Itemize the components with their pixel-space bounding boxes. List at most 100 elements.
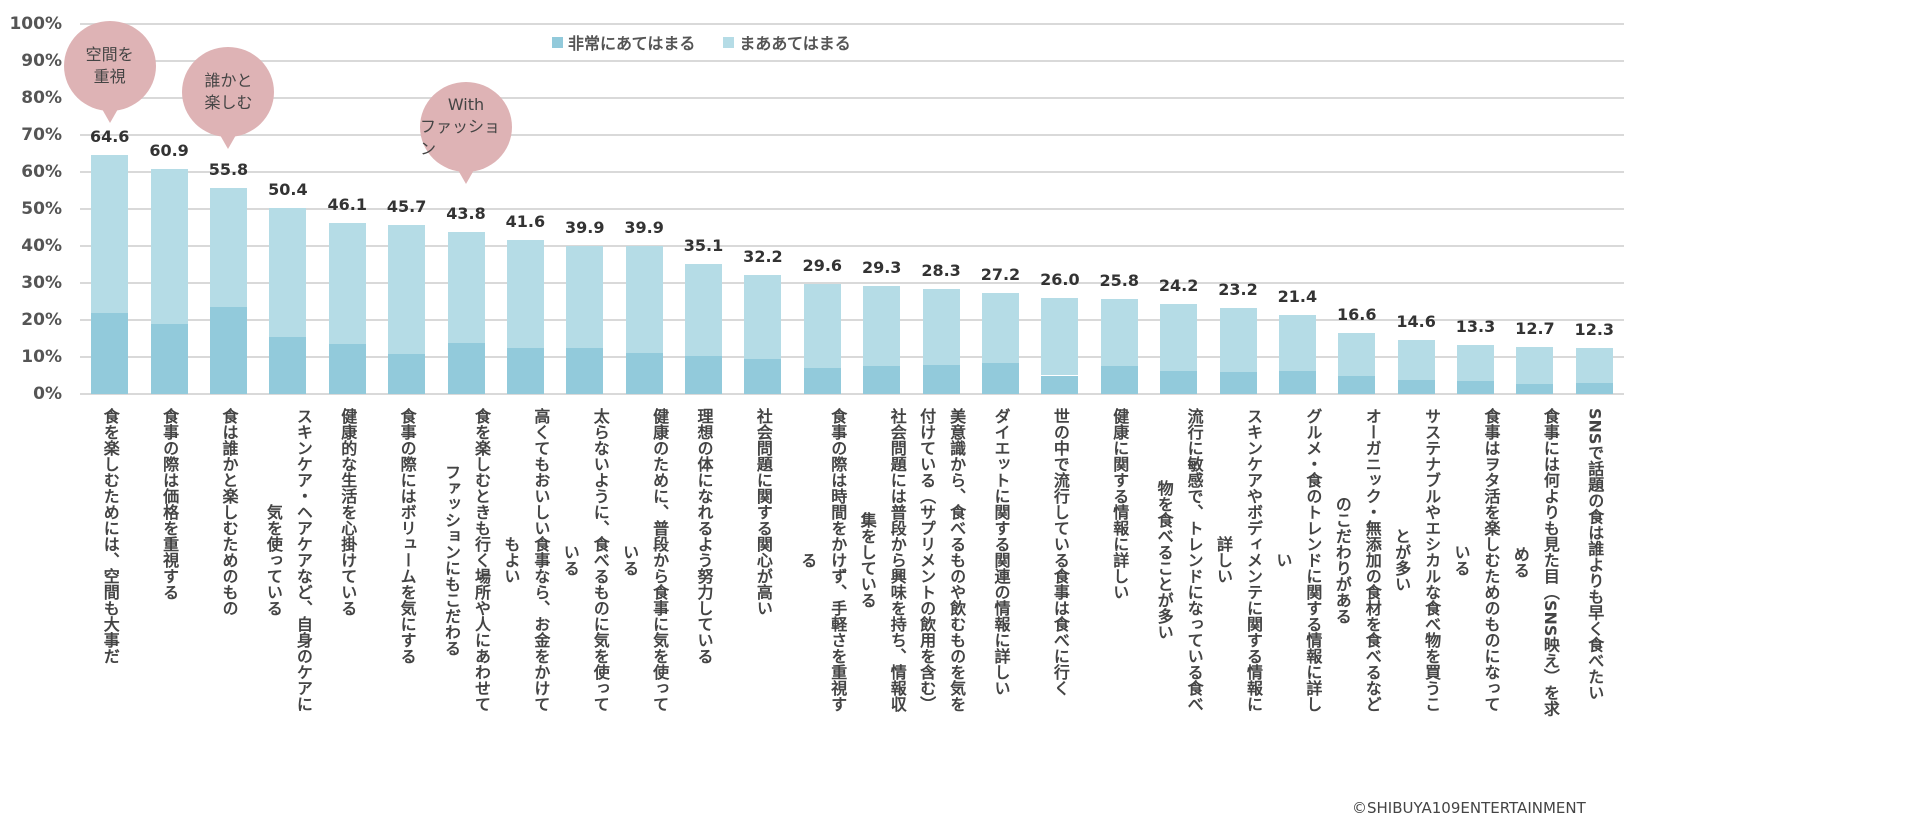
category-label-line: 集をしている: [857, 512, 877, 608]
bar-very-segment: [1457, 381, 1495, 394]
bar-very-segment: [91, 312, 129, 394]
category-label-line: とが多い: [1392, 528, 1412, 592]
gridline: [80, 282, 1624, 284]
bar-somewhat-segment: [803, 284, 841, 368]
category-label-line: 世の中で流行している食事は食べに行く: [1050, 408, 1070, 696]
bar-somewhat-segment: [625, 246, 663, 353]
category-label-line: 健康に関する情報に詳しい: [1110, 408, 1130, 600]
category-label: 健康的な生活を心掛けている: [332, 408, 362, 616]
total-value-label: 45.7: [386, 196, 427, 216]
category-label-line: 健康的な生活を心掛けている: [338, 408, 358, 616]
category-label-line: 太らないように、食べるものに気を使って: [590, 408, 610, 712]
bar-somewhat-segment: [1160, 304, 1198, 372]
total-value-label: 43.8: [446, 203, 486, 223]
total-value-label: 14.6: [1396, 311, 1436, 331]
category-label: 流行に敏感で、トレンドになっている食べ 物を食べることが多い: [1149, 408, 1209, 712]
category-label-line: オーガニック・無添加の食材を食べるなど: [1362, 408, 1382, 712]
category-label-line: 社会問題に関する関心が高い: [753, 408, 773, 616]
bar-very-segment: [744, 359, 782, 394]
category-label: 食を楽しむときも行く場所や人にあわせて ファッションにもこだわる: [436, 408, 496, 712]
copyright: ©SHIBUYA109ENTERTAINMENT: [1352, 799, 1586, 817]
bar-very-segment: [685, 355, 723, 394]
total-value-label: 26.0: [1040, 269, 1080, 289]
total-value-label: 23.2: [1218, 280, 1258, 300]
bar-very-segment: [506, 348, 544, 394]
total-value-label: 39.9: [624, 218, 664, 238]
bar-somewhat-segment: [922, 289, 960, 365]
bar-somewhat-segment: [566, 246, 604, 349]
total-value-label: 28.3: [921, 261, 961, 281]
total-value-label: 50.4: [268, 179, 308, 199]
legend-label-somewhat: まああてはまる: [739, 34, 851, 53]
bar-somewhat-segment: [1516, 347, 1554, 384]
bar-very-segment: [209, 307, 247, 394]
total-value-label: 13.3: [1455, 316, 1496, 336]
category-label-line: サステナブルやエシカルな食べ物を買うこ: [1422, 408, 1442, 712]
category-label-line: 物を食べることが多い: [1154, 480, 1174, 640]
bar-very-segment: [1397, 379, 1435, 394]
category-label-line: いる: [620, 544, 640, 576]
bar-very-segment: [863, 366, 901, 394]
total-value-label: 25.8: [1099, 270, 1139, 290]
category-label-line: 美意識から、食べるものや飲むものを気を: [947, 408, 967, 712]
category-label: 理想の体になれるよう努力している: [689, 408, 719, 664]
y-tick-label: 60%: [21, 162, 62, 182]
category-label-line: 食事の際にはボリュームを気にする: [397, 408, 417, 664]
gridline: [80, 97, 1624, 99]
category-label-line: 食事の際は価格を重視する: [160, 408, 180, 600]
category-label: スキンケアやボディメンテに関する情報に 詳しい: [1208, 408, 1268, 712]
category-label-line: スキンケア・ヘアケアなど、自身のケアに: [293, 408, 313, 712]
category-label-line: 理想の体になれるよう努力している: [694, 408, 714, 664]
legend-item-somewhat: まああてはまる: [723, 30, 851, 54]
category-label: 太らないように、食べるものに気を使って いる: [555, 408, 615, 712]
bar-somewhat-segment: [209, 187, 247, 308]
gridline: [80, 23, 1624, 25]
category-label: スキンケア・ヘアケアなど、自身のケアに 気を使っている: [258, 408, 318, 712]
category-label: 世の中で流行している食事は食べに行く: [1045, 408, 1075, 696]
category-label-line: い: [1273, 552, 1293, 568]
annotation-bubble: With ファッション: [420, 82, 512, 172]
bar-very-segment: [269, 336, 307, 394]
total-value-label: 21.4: [1277, 286, 1318, 306]
bar-somewhat-segment: [863, 285, 901, 367]
gridline: [80, 134, 1624, 136]
category-label-line: いる: [1451, 544, 1471, 576]
category-label-line: 流行に敏感で、トレンドになっている食べ: [1184, 408, 1204, 712]
bar-somewhat-segment: [1575, 348, 1613, 383]
category-label: 食事には何よりも見た目（SNS映え）を求 める: [1505, 408, 1565, 716]
total-value-label: 39.9: [565, 218, 605, 238]
bar-very-segment: [1278, 371, 1316, 394]
gridline: [80, 393, 1624, 395]
gridline: [80, 356, 1624, 358]
bar-somewhat-segment: [388, 224, 426, 355]
category-label-line: 食は誰かと楽しむためのもの: [219, 408, 239, 616]
bar-very-segment: [1338, 376, 1376, 394]
category-label-line: 食事はヲタ活を楽しむためのものになって: [1481, 408, 1501, 712]
y-tick-label: 40%: [21, 236, 62, 256]
annotation-text: 重視: [93, 67, 126, 86]
y-tick-label: 80%: [21, 88, 62, 108]
legend-label-very: 非常にあてはまる: [568, 34, 696, 53]
category-label: 食を楽しむためには、空間も大事だ: [95, 408, 125, 664]
category-label: 社会問題には普段から興味を持ち、情報収 集をしている: [852, 408, 912, 712]
annotation-bubble: 空間を 重視: [63, 21, 156, 111]
category-label-line: める: [1510, 546, 1530, 579]
bar-very-segment: [1041, 375, 1079, 394]
bar-very-segment: [1219, 372, 1257, 394]
bar-somewhat-segment: [1338, 332, 1376, 377]
gridline: [80, 245, 1624, 247]
category-label-line: る: [798, 552, 818, 568]
category-label-line: 詳しい: [1214, 536, 1233, 584]
category-label: 食事はヲタ活を楽しむためのものになって いる: [1446, 408, 1506, 712]
total-value-label: 12.3: [1574, 320, 1615, 340]
bar-very-segment: [566, 348, 604, 394]
total-value-label: 32.2: [743, 246, 783, 266]
y-tick-label: 20%: [21, 310, 62, 330]
category-label-line: グルメ・食のトレンドに関する情報に詳し: [1303, 408, 1323, 712]
bar-very-segment: [981, 362, 1019, 394]
total-value-label: 16.6: [1337, 304, 1377, 324]
y-tick-label: 100%: [9, 14, 62, 34]
bar-very-segment: [447, 343, 485, 394]
category-label: 健康に関する情報に詳しい: [1104, 408, 1134, 600]
